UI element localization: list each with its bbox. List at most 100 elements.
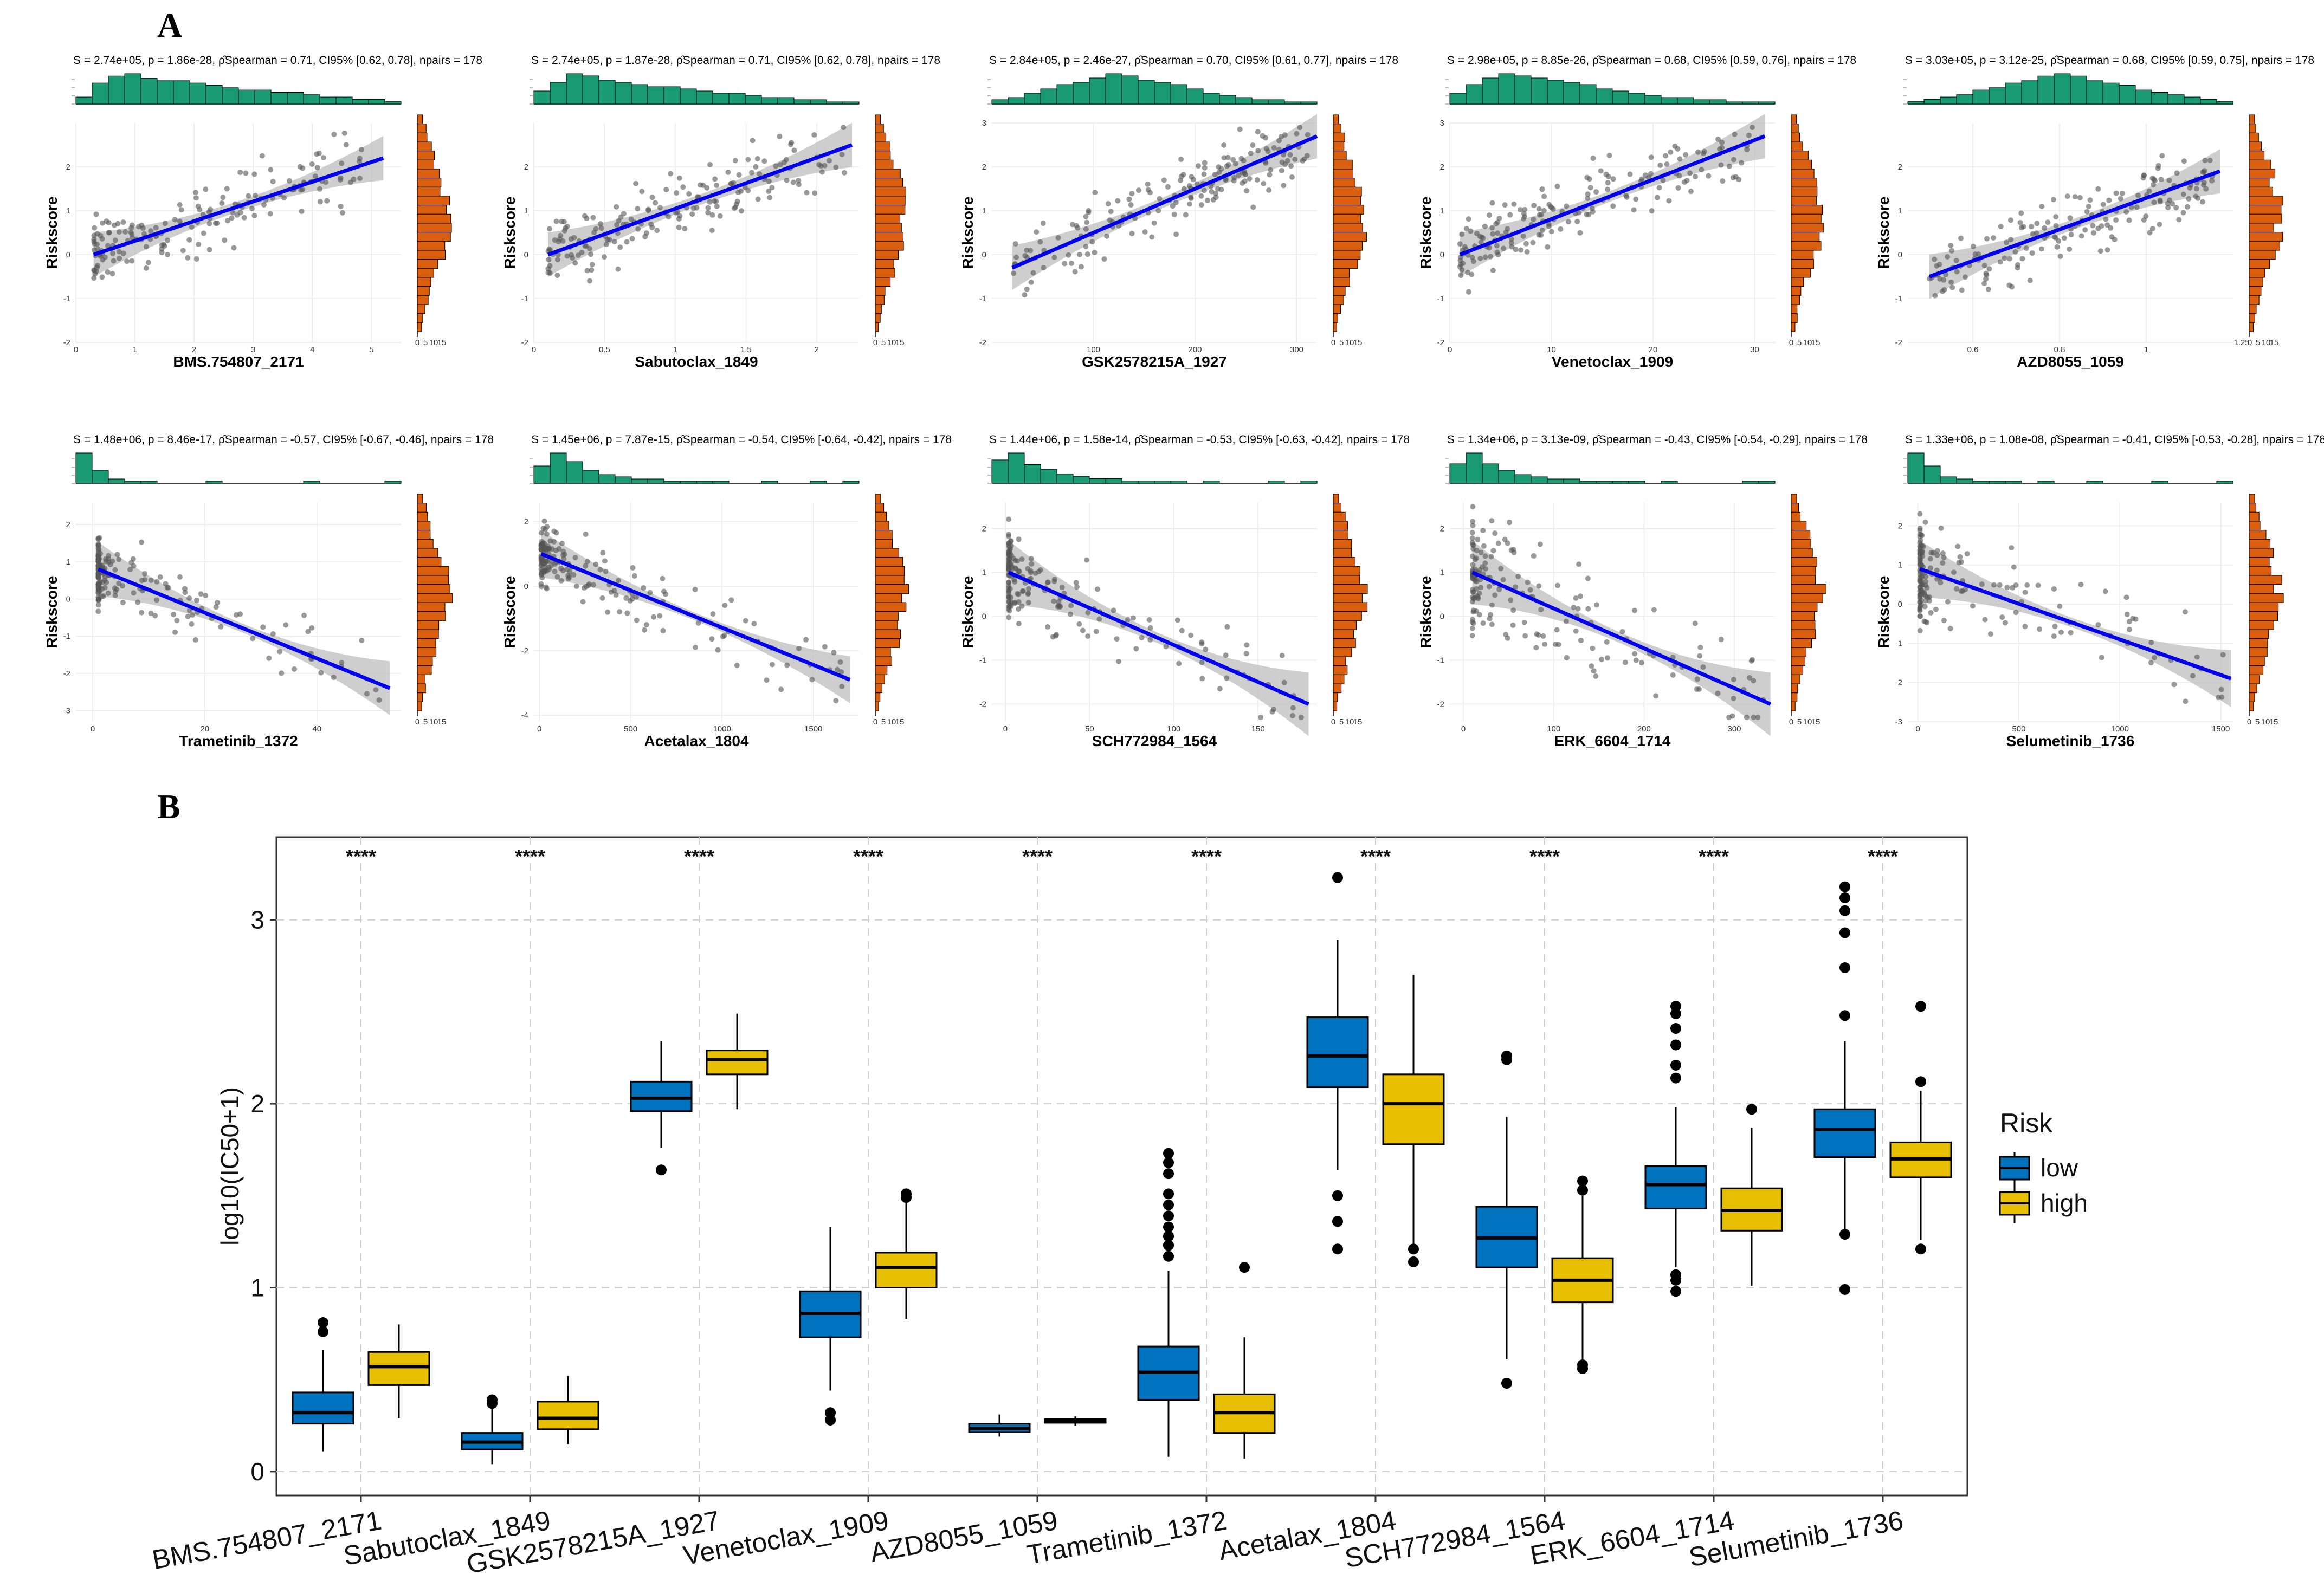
- scatter-point: [766, 189, 772, 195]
- scatter-point: [114, 586, 120, 592]
- scatter-point: [1715, 137, 1721, 142]
- scatter-point: [642, 627, 648, 633]
- scatter-point: [1469, 587, 1475, 593]
- scatter-point: [694, 205, 700, 211]
- scatter-point: [784, 177, 790, 183]
- side-histogram-bar: [417, 647, 437, 657]
- scatter-point: [1970, 243, 1976, 249]
- side-histogram-bar: [875, 521, 889, 531]
- scatter-point: [1684, 177, 1690, 183]
- scatter-point: [1161, 177, 1167, 183]
- scatter-point: [1006, 594, 1012, 600]
- scatter-point: [1964, 551, 1970, 557]
- scatter-point: [561, 556, 567, 562]
- scatter-point: [1687, 170, 1693, 176]
- scatter-point: [2104, 247, 2110, 253]
- side-histogram-bar: [875, 575, 905, 585]
- x-tick-label: 0: [1461, 724, 1466, 734]
- scatter-point: [1495, 219, 1501, 225]
- scatter-point: [1643, 172, 1649, 178]
- scatter-point: [1492, 530, 1498, 536]
- scatter-point: [1730, 174, 1736, 180]
- top-histogram-bar: [712, 93, 730, 105]
- scatter-point: [1917, 607, 1923, 613]
- side-histogram-tick-label: 0: [1789, 338, 1793, 347]
- top-histogram-bar: [1449, 93, 1467, 105]
- scatter-point: [1919, 601, 1925, 607]
- top-histogram-bar: [1758, 481, 1776, 484]
- scatter-point: [145, 260, 151, 265]
- scatter-point: [1941, 554, 1947, 560]
- scatter-point: [789, 140, 795, 146]
- scatter-point: [1202, 160, 1208, 166]
- scatter-point: [178, 207, 184, 213]
- side-histogram-bar: [1333, 268, 1350, 278]
- scatter-point: [1006, 562, 1012, 568]
- side-histogram-bar: [417, 539, 434, 549]
- side-histogram-bar: [1791, 141, 1803, 152]
- scatter-point: [689, 211, 695, 217]
- side-histogram-bar: [875, 503, 885, 513]
- scatter-point: [1979, 581, 1985, 587]
- top-histogram-bar: [1105, 73, 1122, 105]
- side-histogram-bar: [1791, 548, 1813, 558]
- box-low: [1644, 1001, 1707, 1297]
- side-histogram-bar: [1333, 656, 1346, 666]
- top-histogram-bar: [2086, 80, 2103, 105]
- scatter-point: [1958, 235, 1964, 241]
- scatter-point: [139, 610, 145, 616]
- scatter-point: [2057, 604, 2063, 610]
- scatter-point: [2126, 626, 2132, 632]
- scatter-point: [1598, 168, 1604, 174]
- scatter-point: [1927, 565, 1933, 571]
- scatter-point: [376, 697, 382, 703]
- scatter-point: [1187, 201, 1193, 207]
- side-histogram-bar: [417, 286, 430, 296]
- scatter-point: [2077, 195, 2083, 200]
- scatter-point: [1525, 579, 1531, 585]
- side-histogram-bar: [417, 132, 428, 142]
- scatter-point: [2091, 230, 2097, 236]
- scatter-point: [1114, 636, 1120, 642]
- scatter-point: [2171, 682, 2177, 688]
- scatter-point: [839, 151, 845, 157]
- scatter-point: [343, 142, 349, 148]
- scatter-point: [1982, 617, 1988, 623]
- scatter-point: [668, 171, 674, 177]
- scatter-point: [583, 531, 589, 537]
- scatter-point: [1999, 614, 2005, 620]
- side-histogram-bar: [1791, 268, 1811, 278]
- scatter-point: [1142, 229, 1148, 235]
- side-histogram-tick-label: 5: [1797, 338, 1802, 347]
- scatter-point: [2190, 673, 2196, 679]
- scatter-point: [143, 244, 149, 250]
- scatter-point: [148, 228, 154, 234]
- side-histogram-bar: [2249, 674, 2260, 684]
- scatter-point: [139, 539, 145, 545]
- x-tick-label: 0: [1448, 345, 1452, 354]
- box-iqr: [537, 1401, 599, 1430]
- scatter-point: [1923, 574, 1929, 580]
- scatter-point: [1954, 269, 1960, 275]
- scatter-point: [1663, 153, 1669, 159]
- scatter-point: [1660, 177, 1666, 183]
- scatter-point: [222, 237, 228, 243]
- scatter-point: [2068, 630, 2074, 636]
- scatter-point: [1126, 196, 1132, 202]
- y-tick-label: 0: [1440, 612, 1444, 621]
- side-histogram-bar: [417, 521, 431, 531]
- scatter-point: [1522, 206, 1528, 212]
- side-histogram-bar: [1791, 196, 1817, 206]
- scatter-point: [116, 249, 122, 255]
- scatter-point: [1030, 270, 1036, 276]
- scatter-point: [582, 213, 588, 219]
- stat-subtitle: S = 2.74e+05, p = 1.87e-28, ρ̂Spearman =…: [531, 54, 940, 67]
- x-tick-label: 4: [310, 345, 314, 354]
- box-iqr: [1813, 1108, 1876, 1158]
- scatter-point: [283, 622, 289, 628]
- outlier-point: [1670, 1022, 1681, 1034]
- scatter-point: [695, 620, 701, 626]
- scatter-point: [115, 221, 121, 226]
- scatter-point: [643, 622, 649, 628]
- outlier-point: [1839, 962, 1850, 973]
